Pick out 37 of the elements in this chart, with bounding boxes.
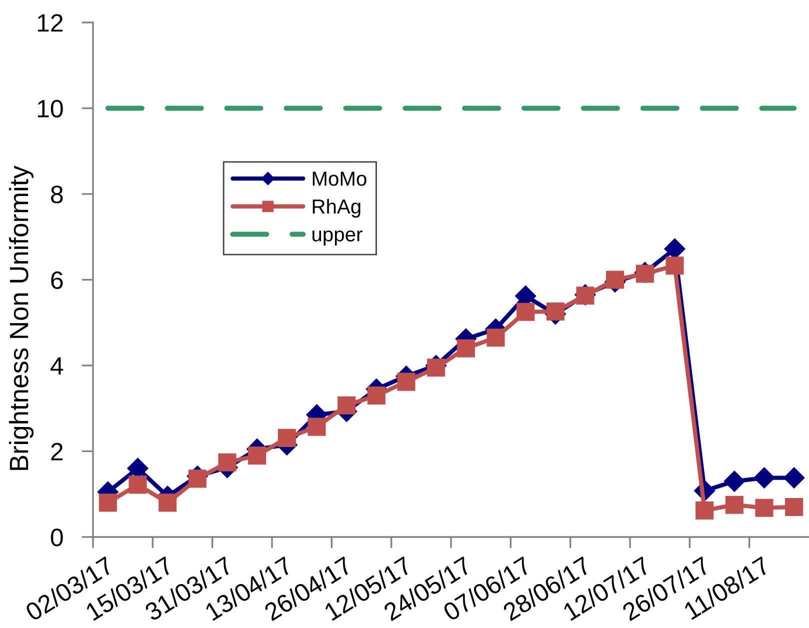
point bbox=[218, 453, 236, 472]
y-tick-label: 12 bbox=[38, 14, 63, 32]
point bbox=[724, 470, 745, 492]
point bbox=[516, 302, 535, 321]
legend-label: RhAg bbox=[312, 198, 360, 218]
point bbox=[367, 386, 386, 405]
legend-label: MoMo bbox=[312, 172, 366, 186]
y-tick-label: 4 bbox=[50, 357, 64, 375]
point bbox=[338, 396, 356, 414]
point bbox=[427, 358, 446, 377]
point bbox=[696, 501, 714, 520]
point bbox=[248, 446, 266, 465]
legend-label: upper bbox=[312, 230, 362, 246]
point bbox=[188, 470, 206, 488]
point bbox=[725, 496, 744, 514]
point bbox=[278, 428, 296, 447]
point bbox=[486, 328, 505, 347]
point bbox=[666, 256, 684, 275]
point bbox=[755, 498, 774, 517]
point bbox=[784, 467, 805, 488]
y-tick-label: 8 bbox=[51, 186, 63, 204]
y-axis-title: Brightness Non Uniformity bbox=[8, 166, 34, 470]
point bbox=[128, 476, 147, 494]
y-tick-label: 6 bbox=[51, 271, 63, 290]
point bbox=[308, 418, 326, 436]
point bbox=[397, 372, 416, 391]
point bbox=[98, 494, 117, 512]
y-tick-label: 10 bbox=[38, 100, 63, 118]
point bbox=[754, 467, 775, 488]
point bbox=[546, 302, 564, 321]
point bbox=[606, 270, 624, 289]
y-tick-label: 0 bbox=[50, 528, 63, 546]
point bbox=[576, 286, 594, 305]
point bbox=[158, 494, 177, 512]
point bbox=[785, 498, 804, 516]
point bbox=[456, 339, 475, 358]
y-tick-label: 2 bbox=[51, 442, 63, 460]
